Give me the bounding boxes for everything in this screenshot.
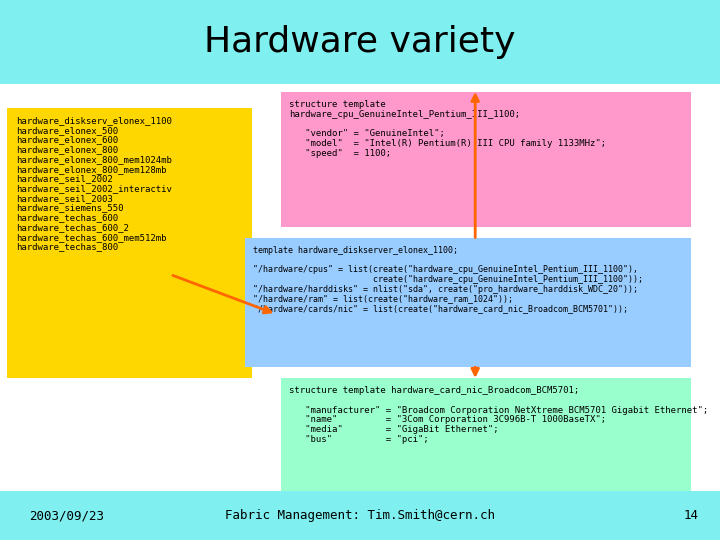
Text: "media"        = "GigaBit Ethernet";: "media" = "GigaBit Ethernet"; <box>289 425 499 434</box>
Text: structure template: structure template <box>289 100 386 109</box>
Text: hardware_siemens_550: hardware_siemens_550 <box>16 204 123 213</box>
Bar <box>281 92 691 227</box>
Text: "speed"  = 1100;: "speed" = 1100; <box>289 148 392 158</box>
Text: create("hardware_cpu_GenuineIntel_Pentium_III_1100"));: create("hardware_cpu_GenuineIntel_Pentiu… <box>253 275 644 284</box>
Text: Hardware variety: Hardware variety <box>204 25 516 59</box>
Bar <box>245 238 691 367</box>
Text: hardware_elonex_800: hardware_elonex_800 <box>16 145 118 154</box>
Text: hardware_seil_2002: hardware_seil_2002 <box>16 174 112 184</box>
Bar <box>281 378 691 491</box>
Text: hardware_techas_600_2: hardware_techas_600_2 <box>16 223 129 232</box>
Text: "vendor" = "GenuineIntel";: "vendor" = "GenuineIntel"; <box>289 129 445 138</box>
Bar <box>0 491 720 540</box>
Text: Fabric Management: Tim.Smith@cern.ch: Fabric Management: Tim.Smith@cern.ch <box>225 509 495 522</box>
Text: hardware_techas_600_mem512mb: hardware_techas_600_mem512mb <box>16 233 166 242</box>
Text: hardware_elonex_500: hardware_elonex_500 <box>16 126 118 135</box>
Text: hardware_elonex_800_mem128mb: hardware_elonex_800_mem128mb <box>16 165 166 174</box>
Bar <box>0 0 720 84</box>
Text: 2003/09/23: 2003/09/23 <box>29 509 104 522</box>
Text: hardware_seil_2002_interactiv: hardware_seil_2002_interactiv <box>16 184 171 193</box>
Text: "bus"          = "pci";: "bus" = "pci"; <box>289 435 429 444</box>
Text: hardware_techas_600: hardware_techas_600 <box>16 213 118 222</box>
Text: "/hardware/harddisks" = nlist("sda", create("pro_hardware_harddisk_WDC_20"));: "/hardware/harddisks" = nlist("sda", cre… <box>253 285 639 294</box>
Text: "name"         = "3Com Corporation 3C996B-T 1000BaseTX";: "name" = "3Com Corporation 3C996B-T 1000… <box>289 415 606 424</box>
Text: hardware_elonex_600: hardware_elonex_600 <box>16 136 118 145</box>
Bar <box>7 108 252 378</box>
Text: "manufacturer" = "Broadcom Corporation NetXtreme BCM5701 Gigabit Ethernet";: "manufacturer" = "Broadcom Corporation N… <box>289 406 708 415</box>
Text: hardware_elonex_800_mem1024mb: hardware_elonex_800_mem1024mb <box>16 155 171 164</box>
Text: hardware_seil_2003: hardware_seil_2003 <box>16 194 112 203</box>
Text: hardware_techas_800: hardware_techas_800 <box>16 242 118 252</box>
Text: structure template hardware_card_nic_Broadcom_BCM5701;: structure template hardware_card_nic_Bro… <box>289 386 580 395</box>
Text: "/hardware/ram" = list(create("hardware_ram_1024"));: "/hardware/ram" = list(create("hardware_… <box>253 294 513 303</box>
Text: template hardware_diskserver_elonex_1100;: template hardware_diskserver_elonex_1100… <box>253 246 459 255</box>
Text: "/hardware/cpus" = list(create("hardware_cpu_GenuineIntel_Pentium_III_1100"),: "/hardware/cpus" = list(create("hardware… <box>253 265 639 274</box>
Text: 14: 14 <box>683 509 698 522</box>
Text: "model"  = "Intel(R) Pentium(R) III CPU family 1133MHz";: "model" = "Intel(R) Pentium(R) III CPU f… <box>289 139 606 148</box>
Text: hardware_cpu_GenuineIntel_Pentium_III_1100;: hardware_cpu_GenuineIntel_Pentium_III_11… <box>289 110 521 119</box>
Text: hardware_diskserv_elonex_1100: hardware_diskserv_elonex_1100 <box>16 116 171 125</box>
Text: "/hardware/cards/nic" = list(create("hardware_card_nic_Broadcom_BCM5701"));: "/hardware/cards/nic" = list(create("har… <box>253 304 629 313</box>
